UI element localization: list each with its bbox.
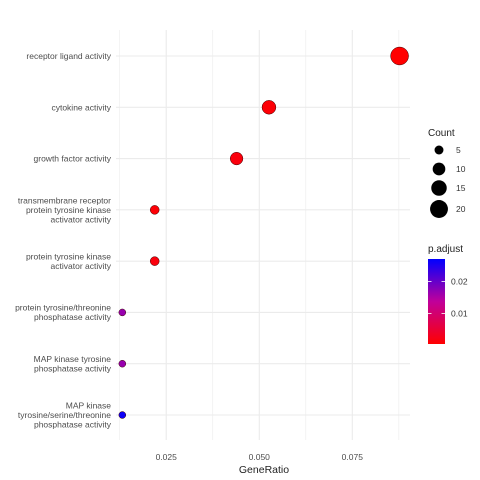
- y-tick-label: protein tyrosine/threonine phosphatase ac…: [15, 303, 112, 323]
- data-point: [118, 360, 127, 368]
- data-points: [118, 46, 409, 419]
- data-point: [118, 411, 127, 419]
- size-legend-items: 5 10 15 20: [430, 145, 466, 218]
- x-tick-label: 0.075: [342, 452, 364, 462]
- x-tick-label: 0.025: [156, 452, 178, 462]
- colorbar-tick-label: 0.01: [451, 309, 468, 319]
- data-point: [118, 308, 127, 317]
- y-tick-label: MAP kinase tyrosine/serine/threonine phosp…: [18, 401, 112, 430]
- color-legend-title: p.adjust: [428, 244, 463, 255]
- data-point: [390, 46, 409, 66]
- y-tick-label: cytokine activity: [51, 102, 111, 112]
- x-tick-labels: 0.025 0.050 0.075: [156, 452, 364, 462]
- data-point: [149, 205, 160, 215]
- data-point: [149, 256, 160, 266]
- y-tick-labels: receptor ligand activity cytokine activit…: [15, 51, 112, 430]
- colorbar-tick-label: 0.02: [451, 276, 468, 286]
- y-tick-label: transmembrane receptor protein tyrosine k…: [18, 195, 112, 224]
- y-tick-label: MAP kinase tyrosine phosphatase activity: [34, 354, 112, 374]
- size-legend-key: [432, 162, 446, 176]
- x-tick-label: 0.050: [249, 452, 271, 462]
- colorbar: [428, 259, 445, 344]
- size-legend-label: 10: [456, 164, 466, 174]
- y-tick-label: protein tyrosine kinase activator activit…: [26, 251, 112, 271]
- colorbar-ticks: 0.01 0.02: [428, 276, 468, 319]
- size-legend-key: [431, 180, 447, 196]
- size-legend-key: [434, 145, 444, 155]
- size-legend-title: Count: [428, 128, 455, 139]
- data-point: [230, 151, 244, 166]
- size-legend-label: 15: [456, 183, 466, 193]
- y-tick-label: growth factor activity: [34, 154, 112, 164]
- size-legend-key: [430, 200, 448, 218]
- color-legend: p.adjust 0.01 0.02: [428, 244, 468, 344]
- grid-lines: [116, 30, 410, 440]
- size-legend: Count 5 10 15 20: [428, 128, 466, 218]
- x-axis-title: GeneRatio: [239, 464, 289, 476]
- size-legend-label: 5: [456, 145, 461, 155]
- size-legend-label: 20: [456, 204, 466, 214]
- data-point: [261, 100, 277, 115]
- y-tick-label: receptor ligand activity: [26, 51, 111, 61]
